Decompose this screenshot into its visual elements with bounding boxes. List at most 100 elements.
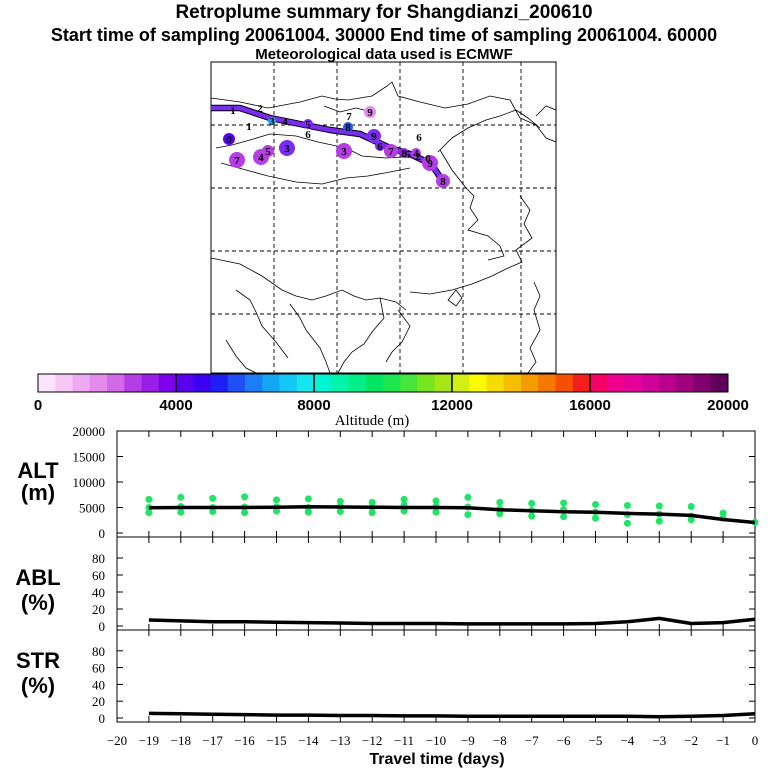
- series-line: [148, 504, 756, 525]
- panel-abl: 0 20 40 60 80: [92, 536, 756, 634]
- scatter-point: [655, 502, 663, 510]
- x-tick-label: −8: [493, 733, 507, 748]
- y-tick-label: 60: [92, 568, 105, 583]
- scatter-point: [177, 493, 185, 501]
- cluster-marker: 8: [343, 122, 353, 134]
- colorbar-swatch: [590, 374, 608, 392]
- x-tick-label: −4: [620, 733, 634, 748]
- x-tick-label: −7: [525, 733, 539, 748]
- sampling-time-subtitle: Start time of sampling 20061004. 30000 E…: [50, 25, 718, 45]
- scatter-point: [560, 513, 568, 521]
- x-tick-label: −19: [139, 733, 159, 748]
- abl-unit: (%): [21, 590, 55, 615]
- cluster-label: 4: [413, 148, 419, 160]
- x-tick-label: −11: [394, 733, 414, 748]
- cluster-dot: [303, 119, 313, 129]
- cluster-dot: [422, 155, 438, 171]
- met-data-subtitle: Meteorological data used is ECMWF: [255, 46, 513, 63]
- scatter-point: [687, 516, 695, 524]
- cluster-dot: [279, 140, 295, 156]
- x-tick-label: −5: [589, 733, 603, 748]
- colorbar-swatch: [521, 374, 539, 392]
- scatter-point: [496, 498, 504, 506]
- colorbar-swatch: [607, 374, 625, 392]
- y-tick-label: 20: [92, 694, 105, 709]
- colorbar-swatch: [486, 374, 505, 392]
- cluster-marker: 5: [405, 149, 411, 161]
- colorbar-swatch: [296, 374, 315, 392]
- cluster-marker: 5: [262, 145, 274, 158]
- cluster-marker: 4: [411, 148, 421, 160]
- cluster-dot: [364, 106, 376, 118]
- colorbar-swatch: [124, 374, 142, 392]
- x-tick-label: −20: [107, 733, 127, 748]
- colorbar-swatch: [434, 374, 453, 392]
- colorbar-tick-label: 20000: [707, 397, 749, 414]
- scatter-point: [400, 507, 408, 515]
- cluster-label: 4: [258, 152, 264, 164]
- cluster-label: 7: [388, 146, 394, 158]
- colorbar-swatch: [262, 374, 280, 392]
- cluster-label: 2: [257, 103, 263, 115]
- cluster-label: 1: [246, 121, 252, 133]
- map-gridlines: [211, 62, 556, 373]
- cluster-marker: 2: [415, 151, 421, 163]
- cluster-dot: [436, 174, 450, 188]
- colorbar-frame: [37, 373, 729, 393]
- cluster-marker: 7: [229, 152, 245, 168]
- colorbar-swatch: [452, 374, 470, 392]
- scatter-point: [304, 495, 312, 503]
- cluster-label: 0: [226, 134, 232, 146]
- colorbar-swatch: [400, 374, 418, 392]
- colorbar-swatch: [693, 374, 712, 392]
- series-line: [148, 711, 756, 719]
- y-tick-label: 20000: [73, 424, 106, 439]
- map-frame: [210, 61, 557, 374]
- scatter-point: [273, 496, 280, 504]
- scatter-point: [145, 509, 153, 517]
- scatter-point: [273, 507, 280, 515]
- colorbar-tick-label: 16000: [569, 397, 611, 414]
- scatter-point: [304, 508, 312, 516]
- scatter-point: [560, 499, 568, 507]
- alt-label: ALT: [17, 458, 59, 483]
- colorbar-swatch: [659, 374, 677, 392]
- cluster-marker: 9: [367, 129, 381, 143]
- cluster-label: 1: [230, 105, 236, 117]
- panel-alt: 0 5000 10000 15000 20000: [73, 424, 759, 541]
- cluster-label: 3: [284, 143, 290, 155]
- colorbar-swatch: [676, 374, 694, 392]
- cluster-label: 5: [405, 149, 411, 161]
- cluster-label: 7: [346, 111, 352, 123]
- cluster-label: 6: [305, 129, 311, 141]
- colorbar-swatch: [641, 374, 660, 392]
- scatter-point: [623, 519, 631, 527]
- colorbar-tick-label: 8000: [297, 397, 330, 414]
- cluster-marker: 8: [436, 174, 450, 188]
- colorbar-swatch: [538, 374, 556, 392]
- cluster-marker: 6: [416, 132, 422, 144]
- panel-frame: [116, 536, 756, 631]
- y-tick-label: 15000: [73, 450, 106, 465]
- y-tick-label: 40: [92, 585, 105, 600]
- str-unit: (%): [21, 673, 55, 698]
- cluster-dot: [223, 133, 235, 145]
- scatter-point: [368, 509, 376, 517]
- colorbar-label: Altitude (m): [335, 413, 410, 429]
- cluster-marker: 0: [223, 133, 235, 146]
- colorbar-tick-label: 4000: [159, 397, 192, 414]
- colorbar-swatch: [107, 374, 125, 392]
- scatter-point: [336, 497, 344, 505]
- cluster-marker: 3: [268, 116, 276, 128]
- scatter-point: [719, 509, 727, 517]
- scatter-point: [592, 500, 599, 508]
- scatter-point: [241, 509, 249, 517]
- cluster-label: 0: [425, 153, 431, 165]
- panel-frame: [116, 629, 756, 723]
- scatter-point: [496, 510, 504, 518]
- scatter-point: [655, 517, 663, 525]
- scatter-point: [528, 512, 536, 520]
